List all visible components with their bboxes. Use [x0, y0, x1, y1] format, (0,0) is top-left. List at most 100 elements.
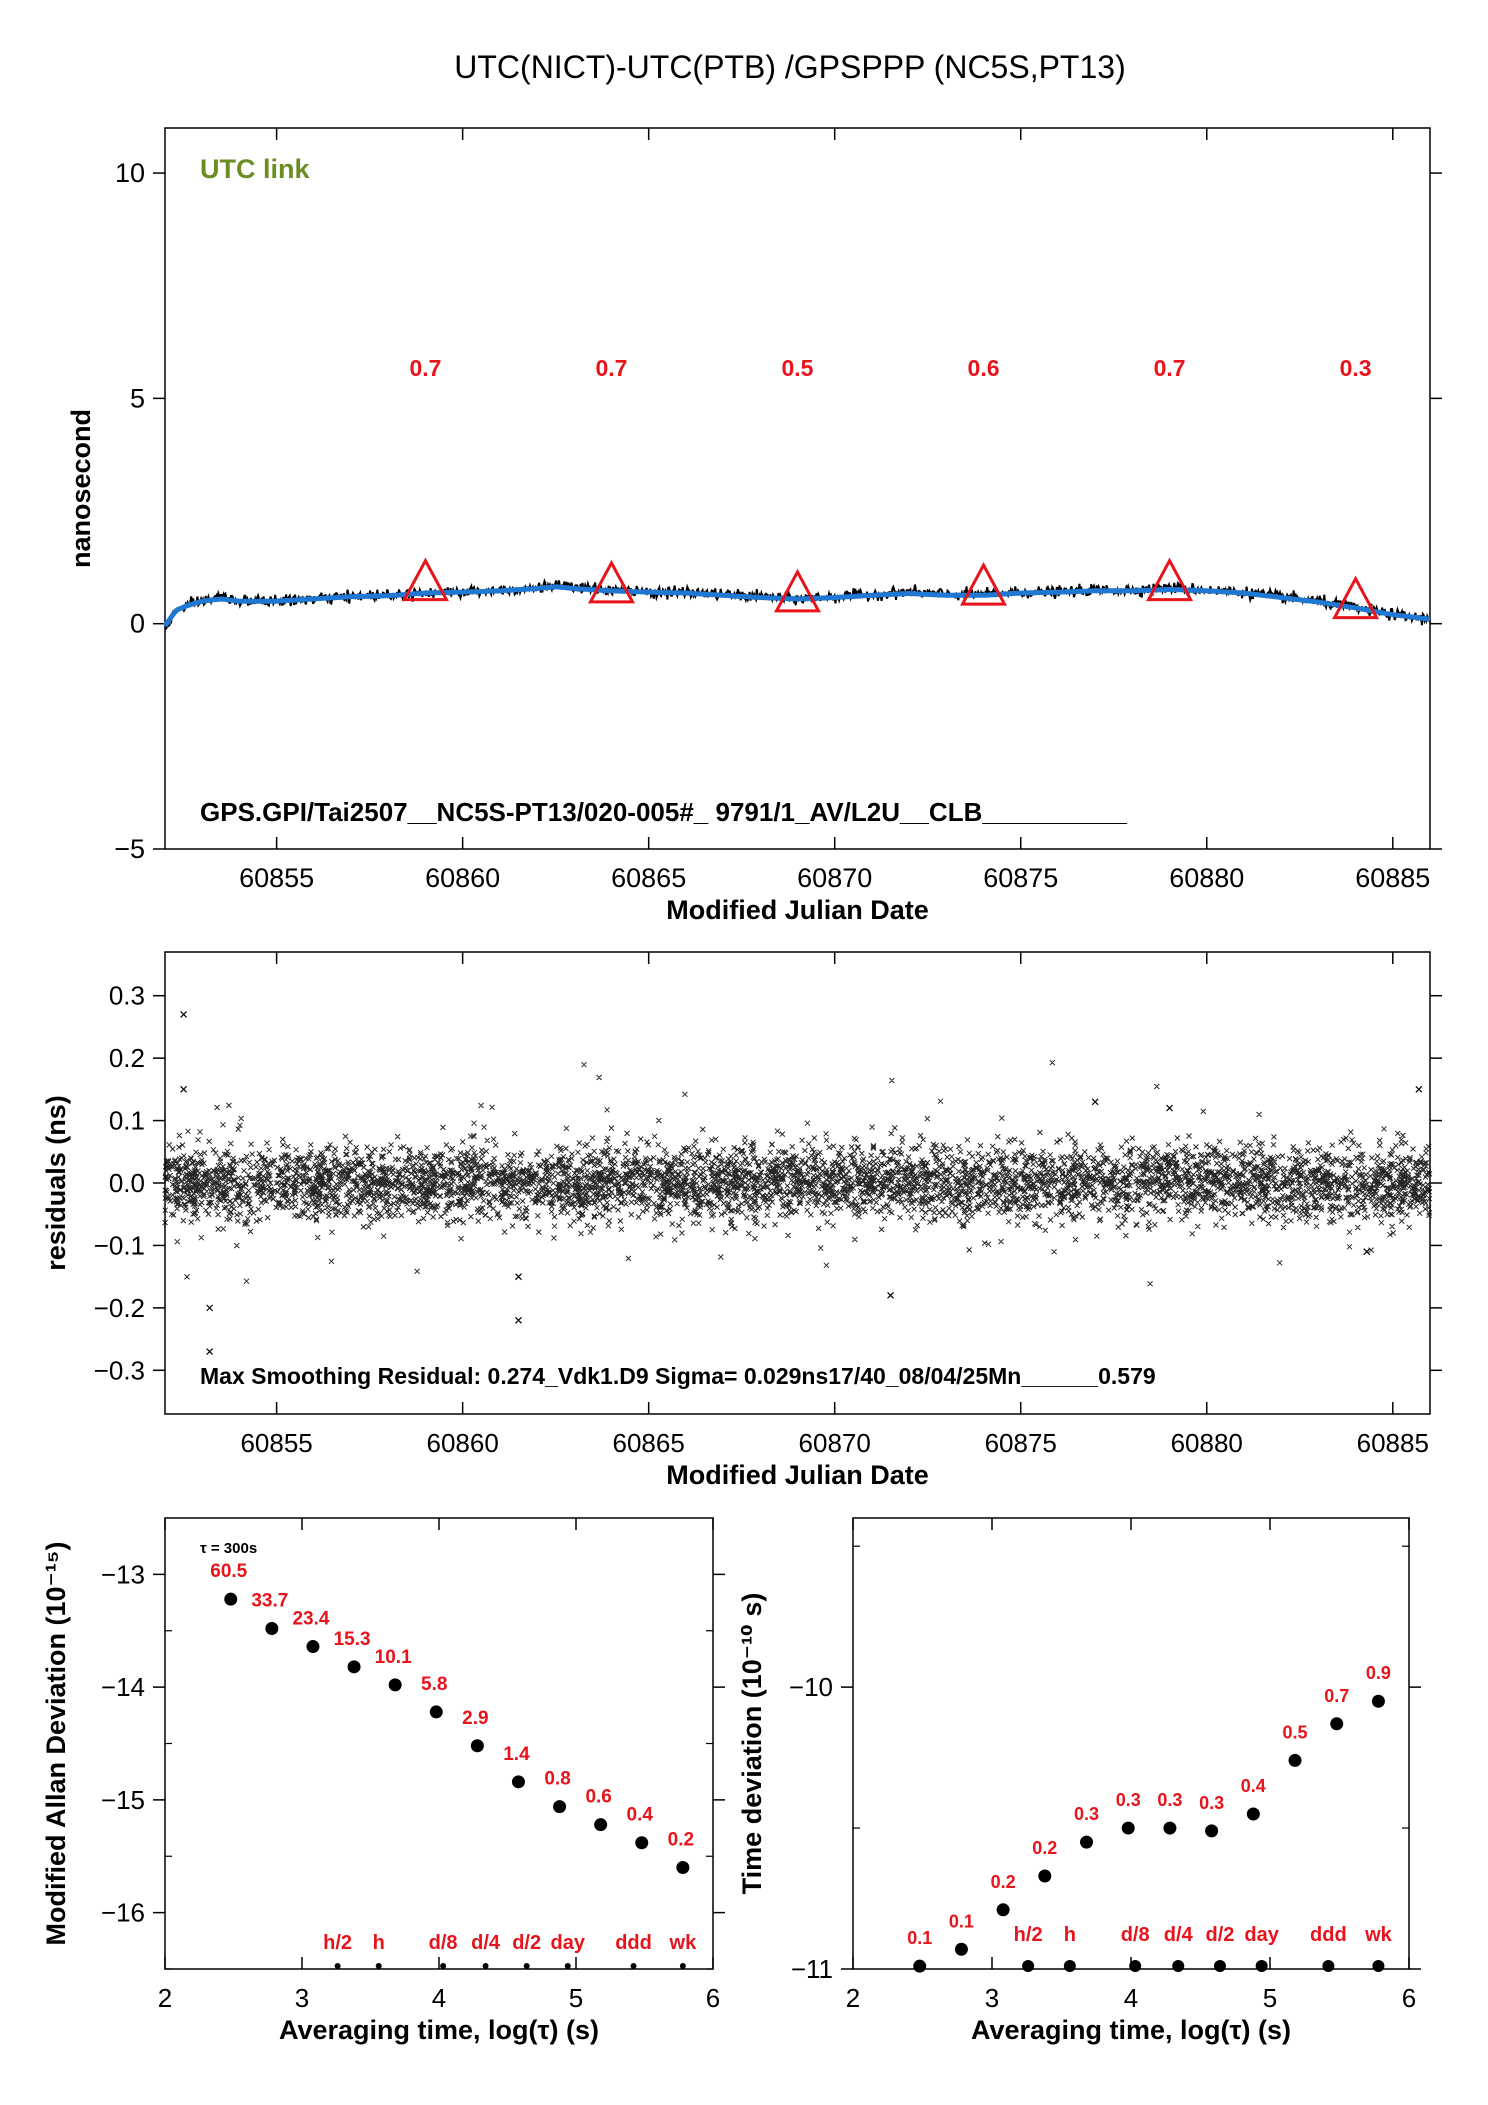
mdev-x-tick-label: 5	[569, 1983, 583, 2013]
residual-outlier-point	[1091, 1098, 1099, 1106]
residuals-x-tick-label: 60880	[1171, 1428, 1243, 1458]
deviation-point	[388, 1678, 402, 1692]
residual-outlier-point	[1415, 1085, 1423, 1093]
baseline-mark-point	[482, 1963, 489, 1969]
baseline-mark-label: d/8	[1121, 1924, 1150, 1946]
residual-outlier-point	[515, 1273, 522, 1281]
mdev-x-tick-label: 2	[158, 1983, 172, 2013]
mdev-y-tick-label: −15	[101, 1785, 145, 1815]
tdev-x-tick-label: 2	[846, 1983, 860, 2013]
residual-outlier-point	[180, 1085, 188, 1093]
deviation-value-label: 0.4	[627, 1805, 654, 1826]
tdev-x-axis-label: Averaging time, log(τ) (s)	[971, 2015, 1291, 2045]
triangle-marker	[401, 557, 449, 602]
residuals-y-tick-label: 0.0	[109, 1168, 145, 1198]
mdev-x-tick-label: 6	[706, 1983, 720, 2013]
tdev-x-tick-label: 6	[1402, 1983, 1416, 2013]
figure-title: UTC(NICT)-UTC(PTB) /GPSPPP (NC5S,PT13)	[454, 49, 1125, 85]
baseline-mark-point	[334, 1963, 341, 1969]
timeseries-y-tick-label: 0	[130, 609, 145, 639]
deviation-value-label: 0.2	[668, 1830, 694, 1851]
baseline-mark-label: d/4	[1164, 1924, 1194, 1946]
marker-value-label: 0.5	[782, 355, 814, 381]
deviation-value-label: 0.2	[991, 1872, 1016, 1892]
residuals-x-tick-label: 60860	[426, 1428, 498, 1458]
timeseries-y-tick-label: 5	[130, 383, 145, 413]
tdev-panel: 2 3 4 5 6 −10 −11 Averaging time, log(τ) (s) Tim…	[737, 1517, 1421, 2045]
tdev-x-tick-label: 4	[1124, 1983, 1138, 2013]
baseline-mark-label: h/2	[323, 1932, 352, 1954]
deviation-point	[676, 1861, 690, 1875]
deviation-point	[1121, 1821, 1135, 1835]
residuals-x-tick-label: 60875	[985, 1428, 1057, 1458]
triangle-marker	[960, 561, 1008, 606]
timeseries-y-tick-label: 10	[115, 158, 145, 188]
deviation-point	[553, 1800, 567, 1814]
deviation-value-label: 0.1	[949, 1911, 974, 1931]
deviation-point	[511, 1775, 525, 1789]
residuals-x-tick-label: 60870	[799, 1428, 871, 1458]
triangle-marker	[1332, 575, 1380, 620]
marker-value-label: 0.3	[1340, 355, 1372, 381]
baseline-mark-label: wk	[669, 1932, 698, 1954]
baseline-mark-label: d/2	[1206, 1924, 1235, 1946]
mdev-x-axis-label: Averaging time, log(τ) (s)	[279, 2015, 599, 2045]
residual-outlier-point	[515, 1316, 522, 1324]
deviation-point	[1163, 1821, 1177, 1835]
timeseries-x-tick-label: 60865	[611, 863, 686, 893]
baseline-mark-point	[1213, 1960, 1226, 1972]
baseline-mark-point	[679, 1963, 686, 1969]
deviation-point	[265, 1621, 279, 1635]
baseline-mark-label: d/2	[512, 1932, 541, 1954]
mdev-y-tick-label: −16	[101, 1898, 145, 1928]
baseline-mark-point	[564, 1963, 571, 1969]
deviation-value-label: 0.7	[1324, 1686, 1349, 1706]
baseline-mark-point	[1022, 1960, 1035, 1972]
mdev-y-tick-label: −13	[101, 1559, 145, 1589]
deviation-point	[1038, 1869, 1052, 1883]
triangle-marker	[773, 568, 822, 613]
residual-outlier-point	[180, 1011, 188, 1018]
deviation-point	[913, 1959, 927, 1973]
link-info-footer: GPS.GPI/Tai2507__NC5S-PT13/020-005#_ 979…	[200, 797, 1127, 827]
residual-outlier-point	[887, 1291, 894, 1299]
deviation-point	[224, 1592, 238, 1606]
baseline-mark-label: day	[551, 1932, 586, 1954]
residuals-y-tick-label: 0.3	[109, 981, 145, 1011]
mdev-x-tick-label: 4	[432, 1983, 446, 2013]
baseline-mark-point	[1322, 1960, 1335, 1972]
deviation-point	[306, 1640, 320, 1654]
deviation-value-label: 0.5	[1283, 1722, 1308, 1742]
marker-value-label: 0.7	[1154, 355, 1186, 381]
timeseries-x-tick-label: 60870	[797, 863, 872, 893]
deviation-value-label: 0.3	[1116, 1790, 1141, 1810]
baseline-mark-point	[630, 1963, 637, 1969]
baseline-mark-point	[375, 1963, 382, 1969]
marker-value-label: 0.7	[409, 355, 441, 381]
baseline-mark-label: ddd	[1310, 1924, 1347, 1946]
marker-value-label: 0.7	[595, 355, 627, 381]
residuals-y-tick-label: −0.2	[94, 1293, 145, 1323]
deviation-value-label: 0.3	[1074, 1804, 1099, 1824]
residual-outlier-point	[206, 1348, 214, 1355]
mdev-x-tick-label: 3	[295, 1983, 309, 2013]
deviation-point	[996, 1903, 1010, 1917]
deviation-point	[1246, 1807, 1260, 1821]
residuals-y-tick-label: −0.1	[94, 1230, 145, 1260]
tdev-y-axis-label: Time deviation (10⁻¹⁰ s)	[737, 1593, 767, 1895]
baseline-mark-point	[1172, 1960, 1185, 1972]
baseline-mark-point	[1255, 1960, 1268, 1972]
residuals-x-tick-label: 60855	[240, 1428, 312, 1458]
triangle-marker	[587, 559, 635, 604]
deviation-value-label: 0.4	[1241, 1776, 1266, 1796]
deviation-value-label: 10.1	[375, 1647, 412, 1668]
timeseries-y-tick-label: −5	[114, 834, 145, 864]
baseline-mark-label: day	[1244, 1924, 1279, 1946]
baseline-mark-point	[1372, 1960, 1385, 1972]
deviation-value-label: 1.4	[503, 1744, 530, 1765]
marker-value-label: 0.6	[968, 355, 1000, 381]
timeseries-x-tick-label: 60860	[425, 863, 500, 893]
deviation-value-label: 15.3	[334, 1629, 371, 1650]
deviation-point	[1288, 1753, 1302, 1767]
tdev-plot-frame	[852, 1517, 1410, 1970]
